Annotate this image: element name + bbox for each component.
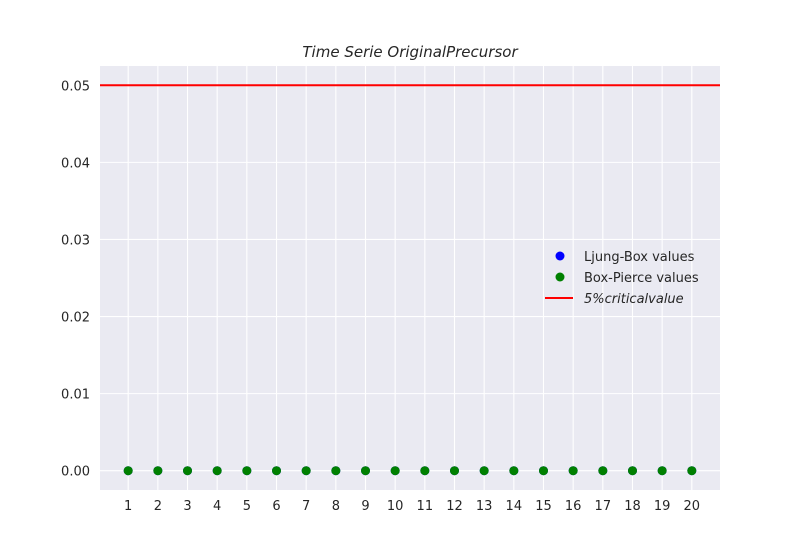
box-pierce-point (361, 466, 371, 476)
x-tick-label: 17 (595, 499, 612, 514)
y-tick-label: 0.02 (61, 311, 90, 326)
y-tick-label: 0.03 (61, 233, 90, 248)
y-tick-label: 0.00 (61, 465, 90, 480)
box-pierce-point (538, 466, 548, 476)
chart-title: Time Serie OriginalPrecursor (302, 43, 518, 61)
x-tick-label: 16 (565, 499, 582, 514)
y-tick-label: 0.04 (61, 156, 90, 171)
y-tick-label: 0.05 (61, 79, 90, 94)
legend-label: Box-Pierce values (584, 271, 699, 286)
box-pierce-point (153, 466, 163, 476)
x-tick-label: 9 (361, 499, 369, 514)
data-points (123, 466, 697, 476)
x-tick-label: 13 (476, 499, 493, 514)
legend-marker (555, 272, 565, 282)
x-tick-label: 19 (654, 499, 671, 514)
legend-marker (555, 251, 565, 261)
box-pierce-point (687, 466, 697, 476)
y-tick-label: 0.01 (61, 388, 90, 403)
box-pierce-point (479, 466, 489, 476)
x-tick-label: 12 (446, 499, 463, 514)
box-pierce-point (627, 466, 637, 476)
box-pierce-point (183, 466, 193, 476)
box-pierce-point (509, 466, 519, 476)
x-tick-label: 5 (243, 499, 251, 514)
x-tick-label: 4 (213, 499, 221, 514)
box-pierce-point (272, 466, 282, 476)
legend-label: 5%criticalvalue (584, 292, 684, 307)
x-axis: 1 2 3 4 5 6 7 8 9 10 11 12 13 14 15 16 17 18 19 20 (124, 499, 700, 514)
x-tick-label: 2 (154, 499, 162, 514)
x-tick-label: 15 (535, 499, 552, 514)
x-tick-label: 11 (417, 499, 434, 514)
x-tick-label: 7 (302, 499, 310, 514)
x-tick-label: 6 (272, 499, 280, 514)
plot-area (100, 66, 720, 490)
box-pierce-point (657, 466, 667, 476)
y-axis: 0.00 0.01 0.02 0.03 0.04 0.05 (61, 79, 90, 479)
box-pierce-point (390, 466, 400, 476)
x-tick-label: 20 (684, 499, 701, 514)
box-pierce-point (123, 466, 133, 476)
x-tick-label: 1 (124, 499, 132, 514)
legend-label: Ljung-Box values (584, 250, 695, 265)
box-pierce-point (242, 466, 252, 476)
x-tick-label: 3 (183, 499, 191, 514)
x-tick-label: 10 (387, 499, 404, 514)
legend: Ljung-Box values Box-Pierce values 5%criti… (545, 250, 699, 307)
box-pierce-point (449, 466, 459, 476)
box-pierce-point (598, 466, 608, 476)
x-tick-label: 18 (624, 499, 641, 514)
box-pierce-point (331, 466, 341, 476)
box-pierce-point (420, 466, 430, 476)
x-tick-label: 8 (332, 499, 340, 514)
x-tick-label: 14 (506, 499, 523, 514)
box-pierce-point (212, 466, 222, 476)
box-pierce-point (568, 466, 578, 476)
box-pierce-point (301, 466, 311, 476)
